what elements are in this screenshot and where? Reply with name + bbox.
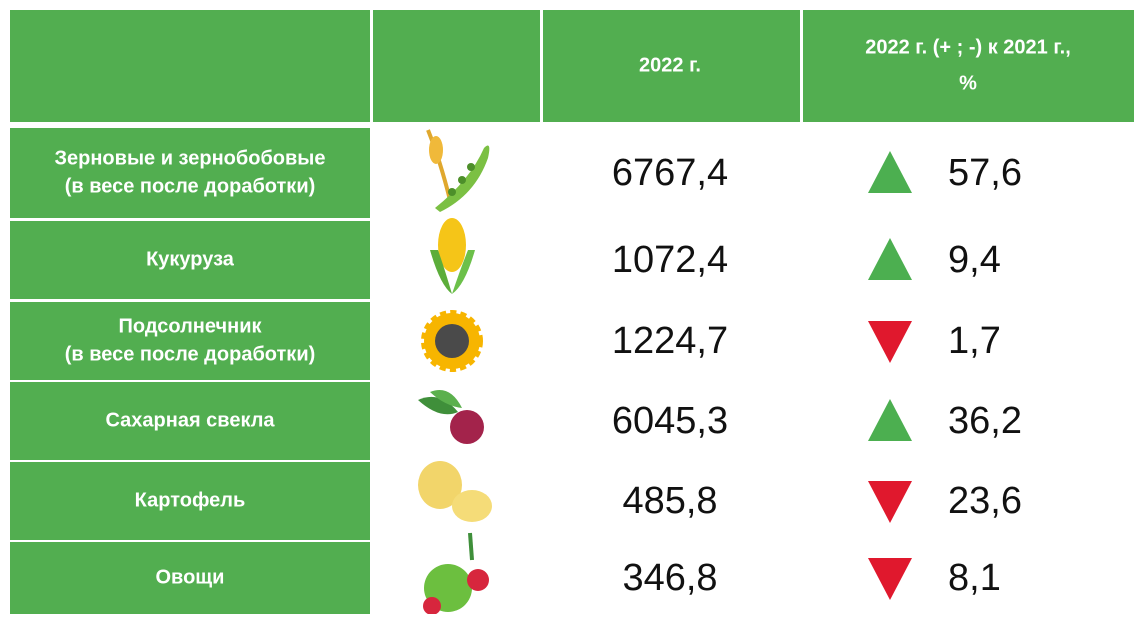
header-text: 2022 г. (639, 54, 701, 76)
row-label-cell (10, 302, 370, 380)
row-label: Подсолнечник (118, 315, 262, 337)
value: 6045,3 (612, 400, 728, 442)
change: 23,6 (948, 480, 1022, 522)
value: 1224,7 (612, 320, 728, 362)
change: 1,7 (948, 320, 1001, 362)
row-label: Зерновые и зернобобовые (54, 147, 325, 169)
change: 8,1 (948, 557, 1001, 599)
row-label-cell (10, 128, 370, 218)
row-label: Овощи (156, 566, 225, 588)
value: 6767,4 (612, 152, 728, 194)
header-text: 2022 г. (+ ; -) к 2021 г., (865, 36, 1071, 58)
header-cell (10, 10, 370, 122)
change: 36,2 (948, 400, 1022, 442)
change: 9,4 (948, 239, 1001, 281)
value: 485,8 (622, 480, 717, 522)
trend-down (868, 321, 912, 363)
trend-down (868, 558, 912, 600)
trend-up (868, 399, 912, 441)
value: 1072,4 (612, 239, 728, 281)
row-label-cell (10, 221, 370, 299)
potato-icon (418, 461, 492, 522)
grain-icon (426, 129, 490, 212)
row-label: Картофель (135, 489, 246, 511)
change: 57,6 (948, 152, 1022, 194)
header-cell (543, 10, 800, 122)
row-label-cell (10, 542, 370, 614)
beet-icon (418, 390, 484, 444)
row-label-cell (10, 382, 370, 460)
trend-up (868, 151, 912, 193)
row-label-cell (10, 462, 370, 540)
trend-down (868, 481, 912, 523)
header-cell (803, 10, 1134, 122)
row-label: (в весе после доработки) (65, 175, 316, 197)
icons (418, 129, 492, 615)
row-label: Сахарная свекла (105, 409, 275, 431)
vegetables-icon (423, 532, 489, 615)
trend-up (868, 238, 912, 280)
row-label: Кукуруза (146, 248, 235, 270)
header-text: % (959, 72, 977, 94)
corn-icon (430, 218, 475, 294)
value: 346,8 (622, 557, 717, 599)
sunflower-icon (421, 310, 483, 372)
header-cell (373, 10, 540, 122)
row-label: (в весе после доработки) (65, 343, 316, 365)
